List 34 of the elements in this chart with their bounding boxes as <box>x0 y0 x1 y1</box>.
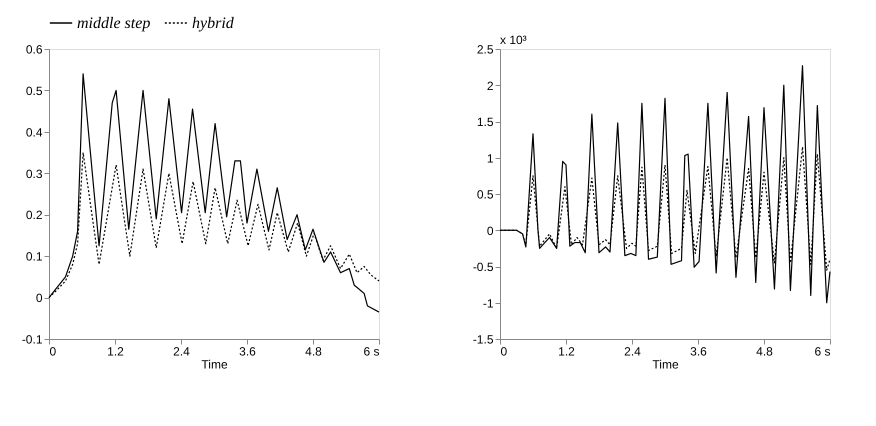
y-tick-label: 0 <box>486 224 494 238</box>
y-tick-label: 1 <box>486 151 494 166</box>
x-tick-label: 4.8 <box>756 344 774 358</box>
x-tick-label: 6 s <box>363 344 380 358</box>
x-tick-label: 0 <box>500 344 508 358</box>
y-tick-label: 0.5 <box>476 188 494 202</box>
x-tick-label: 3.6 <box>239 344 256 358</box>
x-tick-label: 0 <box>50 344 56 358</box>
x-axis-title: Time <box>652 358 679 372</box>
y-tick-label: -0.5 <box>472 260 494 274</box>
x-axis-title: Time <box>201 358 228 372</box>
y-tick-label: 0.2 <box>26 208 43 222</box>
text: x 10³ <box>500 33 527 47</box>
y-tick-label: -1 <box>482 296 494 310</box>
y-tick-label: 0.3 <box>26 166 43 181</box>
y-tick-label: 0.5 <box>26 84 43 98</box>
y-tick-label: 0.6 <box>26 42 43 56</box>
y-tick-label: -0.1 <box>22 332 43 346</box>
y-tick-label: 2.5 <box>476 42 494 56</box>
legend-label: hybrid <box>192 15 235 32</box>
y-tick-label: 2 <box>486 78 494 93</box>
x-tick-label: 4.8 <box>305 344 322 358</box>
y-tick-label: 0.1 <box>26 250 43 264</box>
y-tick-label: 0.4 <box>26 125 43 140</box>
y-tick-label: -1.5 <box>472 332 494 346</box>
x-tick-label: 2.4 <box>173 344 190 358</box>
x-tick-label: 3.6 <box>690 344 708 358</box>
x-tick-label: 1.2 <box>107 344 124 358</box>
y-tick-label: 0 <box>36 291 43 306</box>
legend-label: middle step <box>77 15 150 32</box>
x-tick-label: 2.4 <box>624 344 642 358</box>
x-tick-label: 1.2 <box>558 344 576 358</box>
x-tick-label: 6 s <box>814 344 830 358</box>
y-tick-label: 1.5 <box>476 115 494 129</box>
